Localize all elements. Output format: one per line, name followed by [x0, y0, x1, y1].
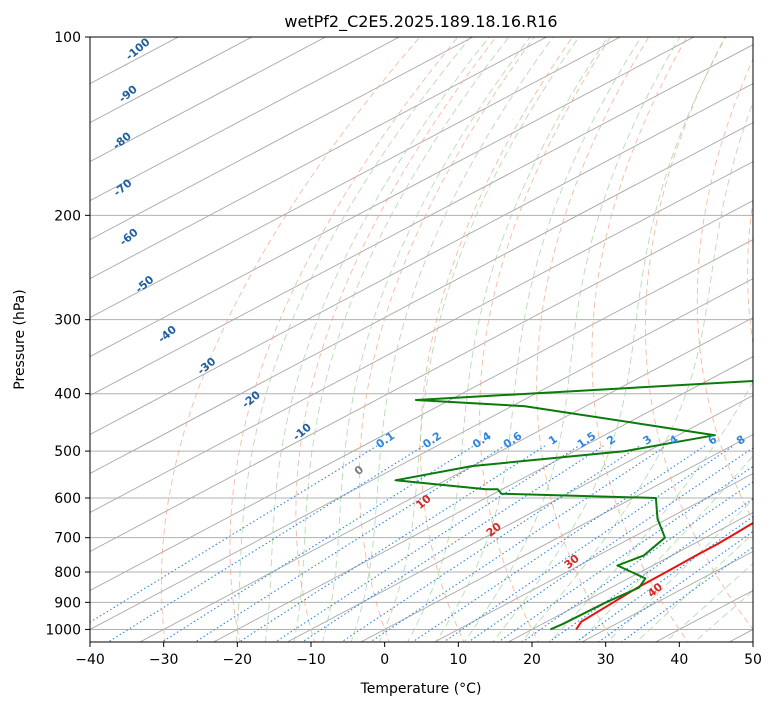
x-axis-ticks: −40 −30 −20 −10 0 10 20 30 40 50	[75, 642, 762, 668]
mixing-ratio-line	[340, 445, 640, 642]
plot-frame	[89, 36, 754, 643]
isotherm	[90, 37, 474, 241]
mixing-ratio-line	[442, 445, 734, 642]
mixing-ratio-line	[90, 445, 378, 623]
moist-adiabat	[378, 37, 580, 642]
moist-adiabat	[236, 37, 472, 642]
isotherm	[507, 511, 753, 642]
isotherm	[90, 37, 327, 163]
moist-adiabat	[350, 37, 554, 642]
x-axis-title: Temperature (°C)	[360, 681, 482, 697]
isotherm	[286, 395, 753, 642]
isotherms	[90, 37, 753, 642]
isotherm	[433, 473, 753, 642]
isotherm	[138, 317, 753, 642]
moist-adiabat	[293, 37, 510, 642]
mixing-ratio-line	[161, 445, 474, 642]
isotherm	[90, 37, 622, 319]
mixing-ratio-line	[548, 498, 753, 642]
y-axis-title: Pressure (hPa)	[12, 289, 28, 389]
mixing-ratio-line	[411, 445, 706, 642]
mixing-ratio-line	[301, 445, 604, 642]
moist-adiabat	[463, 37, 681, 642]
x-tick-label: 10	[449, 652, 467, 668]
x-tick-label: 0	[380, 652, 389, 668]
y-tick-label: 200	[54, 208, 81, 224]
y-tick-label: 600	[54, 491, 81, 507]
y-tick-label: 700	[54, 531, 81, 547]
isotherm	[90, 83, 753, 436]
mixing-ratio-line	[369, 445, 667, 642]
x-tick-label: −10	[296, 652, 326, 668]
moist-adiabat	[264, 37, 490, 642]
dry-adiabat	[229, 37, 459, 642]
chart-title: wetPf2_C2E5.2025.189.18.16.R16	[284, 12, 557, 32]
temperature-profile-line	[575, 521, 753, 630]
isotherm	[359, 434, 753, 642]
x-tick-label: −40	[75, 652, 105, 668]
pressure-gridlines	[90, 37, 753, 630]
isotherm	[90, 161, 753, 514]
x-tick-label: 50	[744, 652, 762, 668]
x-tick-label: 20	[523, 652, 541, 668]
y-axis-ticks: 1000 900 800 700 600 500 400 300 200 100	[45, 30, 90, 638]
y-tick-label: 1000	[45, 622, 81, 638]
dry-adiabat	[160, 37, 421, 642]
isotherm	[90, 37, 548, 280]
x-tick-label: 30	[597, 652, 615, 668]
x-tick-label: 40	[670, 652, 688, 668]
isotherm	[90, 200, 753, 552]
dry-adiabat	[747, 197, 753, 347]
y-tick-label: 800	[54, 565, 81, 581]
x-tick-label: −30	[149, 652, 179, 668]
moist-adiabat	[407, 37, 609, 642]
dry-adiabat	[591, 37, 689, 642]
isotherm	[90, 239, 753, 591]
dry-adiabat	[696, 57, 753, 522]
dewpoint-profile-line	[394, 380, 753, 631]
y-tick-label: 500	[54, 444, 81, 460]
plot-area: -100-90-80-70-60-50-40-30-20-10010203040…	[90, 37, 753, 642]
isotherm	[212, 356, 753, 642]
isotherm	[90, 44, 753, 397]
isotherm	[90, 37, 253, 124]
moist-adiabat	[577, 455, 753, 642]
moist-adiabat	[435, 37, 642, 642]
y-tick-label: 400	[54, 387, 81, 403]
x-tick-label: −20	[223, 652, 253, 668]
y-tick-label: 300	[54, 313, 81, 329]
isotherm	[90, 122, 753, 475]
isotherm	[90, 278, 753, 630]
mixing-ratio-line	[497, 465, 753, 642]
dry-adiabat	[295, 37, 497, 642]
isotherm	[90, 37, 401, 202]
dry-adiabat	[420, 37, 573, 642]
mixing-ratio-line	[194, 445, 505, 642]
moist-adiabats	[236, 37, 753, 642]
y-tick-label: 100	[54, 30, 81, 46]
moist-adiabat	[549, 380, 753, 642]
moist-adiabat	[492, 37, 727, 642]
moist-adiabat	[322, 37, 531, 642]
isotherm	[90, 37, 695, 358]
moist-adiabat	[606, 498, 753, 642]
profile-series	[394, 380, 753, 631]
dry-adiabat	[358, 37, 535, 642]
y-tick-label: 900	[54, 595, 81, 611]
